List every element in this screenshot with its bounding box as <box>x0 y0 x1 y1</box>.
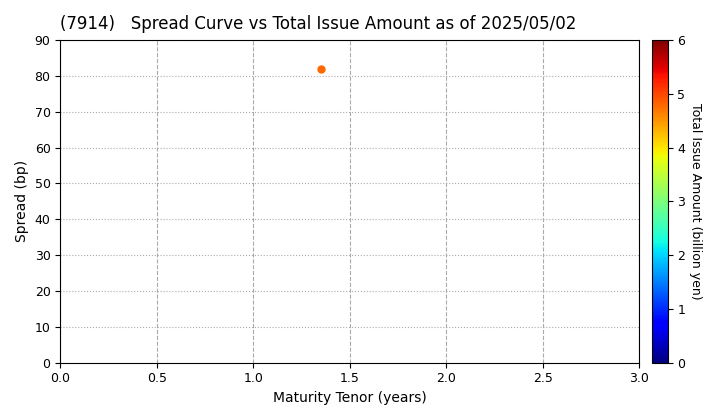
Y-axis label: Spread (bp): Spread (bp) <box>15 160 29 242</box>
Y-axis label: Total Issue Amount (billion yen): Total Issue Amount (billion yen) <box>689 103 702 300</box>
X-axis label: Maturity Tenor (years): Maturity Tenor (years) <box>273 391 427 405</box>
Text: (7914)   Spread Curve vs Total Issue Amount as of 2025/05/02: (7914) Spread Curve vs Total Issue Amoun… <box>60 15 577 33</box>
Point <box>315 66 327 72</box>
